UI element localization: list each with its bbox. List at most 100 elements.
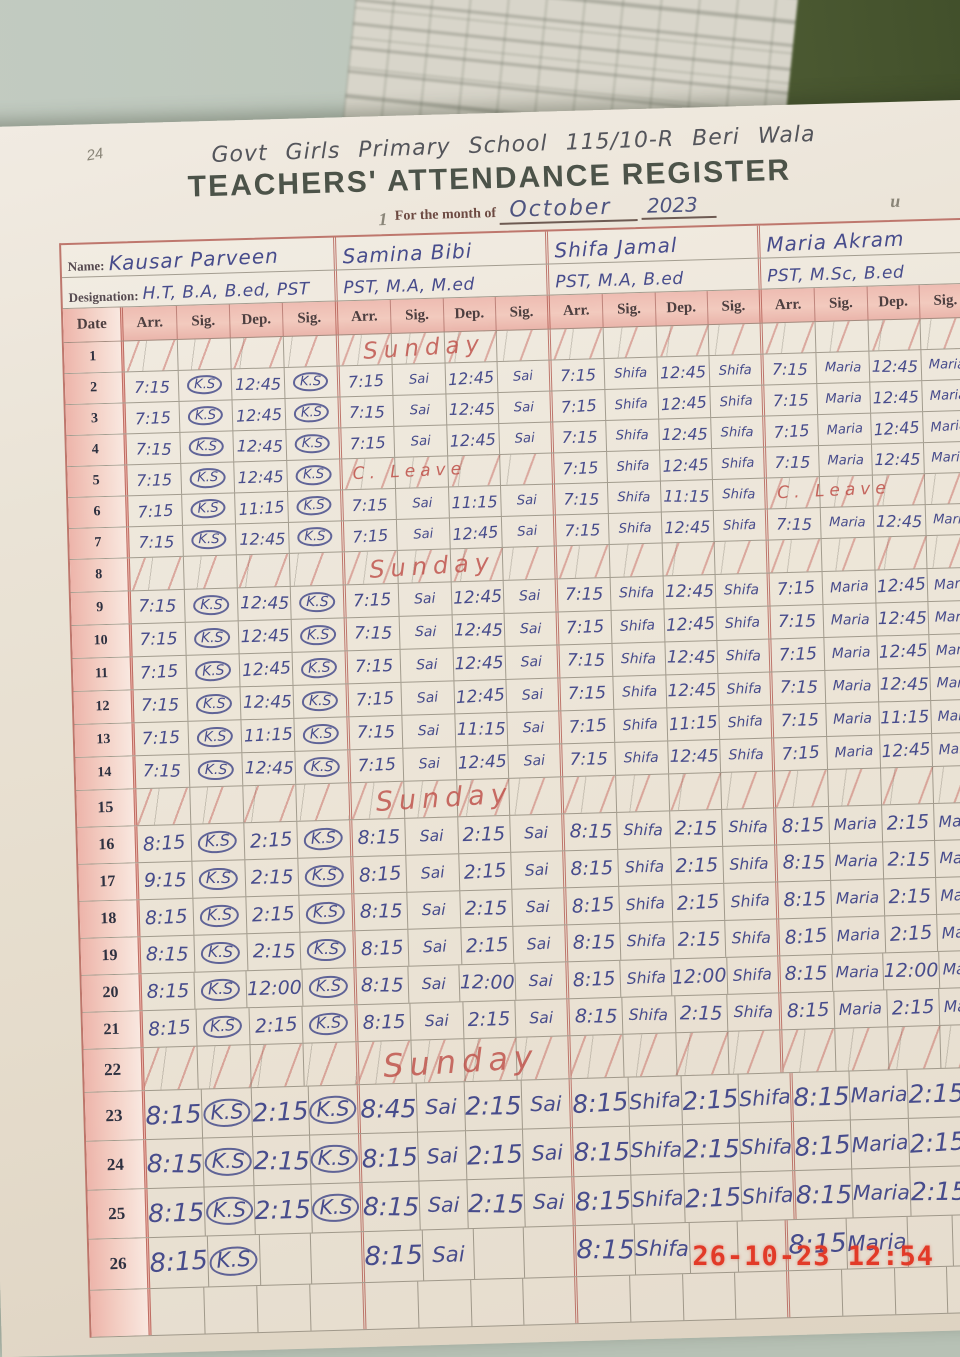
arrival-cell: 7:15 [552, 390, 605, 421]
signature-cell [919, 317, 960, 350]
handwritten-signature: Sai [412, 495, 433, 511]
arrival-cell: 8:15 [355, 930, 408, 967]
handwritten-signature: Maria [825, 420, 864, 438]
departure-cell: 2:15 [252, 1184, 312, 1235]
handwritten-signature: Sai [516, 492, 537, 509]
signature-cell [295, 783, 350, 821]
column-header-sig: Sig. [494, 295, 548, 331]
teacher-day-section: 8:15 Shifa 2:15 Shifa [566, 993, 780, 1036]
handwritten-signature: Sai [410, 433, 431, 450]
arrival-cell: 7:15 [773, 704, 826, 737]
handwritten-signature: Shifa [621, 683, 658, 701]
handwritten-signature: Shifa [628, 1087, 682, 1115]
signature-cell: Shifa [709, 385, 763, 418]
handwritten-signature: Shifa [738, 1084, 792, 1112]
departure-cell [867, 319, 921, 351]
signature-cell: K.S [297, 857, 352, 895]
teacher-day-section: 8:45 Sai 2:15 Sai [356, 1079, 570, 1134]
signature-cell: K.S [181, 493, 235, 525]
signature-cell [282, 335, 337, 367]
arrival-cell: 7:15 [553, 421, 606, 452]
arrival-cell: 8:15 [780, 955, 832, 992]
date-cell: 15 [76, 789, 138, 827]
handwritten-time: 12:45 [872, 386, 920, 408]
teacher-day-section: 8:15 Maria 2:15 Maria [773, 802, 960, 845]
arrival-cell: 8:15 [357, 1004, 410, 1041]
handwritten-time: 7:15 [355, 688, 395, 711]
teacher-day-section: 8:15 Maria 2:15 Maria [774, 839, 960, 882]
handwritten-time: 8:15 [793, 1128, 852, 1162]
departure-cell: 2:15 [671, 920, 725, 959]
arrival-cell [782, 1029, 835, 1072]
arrival-cell: 8:15 [779, 918, 832, 955]
signature-cell: Shifa [634, 1223, 690, 1275]
arrival-cell: 7:15 [558, 578, 611, 611]
teacher-day-section: 8:15 Shifa 2:15 Shifa [568, 1073, 792, 1128]
arrival-cell: 8:15 [141, 973, 194, 1010]
date-cell: 23 [84, 1091, 147, 1141]
teacher-name-cell: Shifa Jamal [544, 225, 758, 264]
teacher-day-section: 7:15 Sai 12:45 Sai [338, 422, 552, 459]
handwritten-time: 2:15 [908, 1077, 960, 1109]
teacher-day-section: 7:15 Maria 12:45 Maria [766, 567, 960, 606]
handwritten-signature: K.S [310, 1144, 359, 1173]
signature-cell [727, 1030, 781, 1074]
departure-cell: 2:15 [882, 878, 936, 916]
handwritten-time: 7:15 [779, 677, 819, 698]
handwritten-time: 8:15 [361, 1141, 419, 1174]
departure-cell: 12:45 [660, 511, 714, 543]
handwritten-signature: Sai [416, 689, 439, 707]
signature-cell: K.S [186, 687, 241, 721]
teacher-day-section [129, 552, 343, 591]
signature-cell: Maria [818, 444, 872, 477]
handwritten-signature: K.S [200, 978, 241, 1002]
teacher-designation-cell: PST, M.A, B.ed [545, 258, 759, 295]
signature-cell [417, 1280, 471, 1328]
teacher-day-section [553, 540, 767, 579]
departure-cell: 12:45 [664, 674, 718, 708]
signature-cell: K.S [296, 820, 351, 858]
signature-cell: Maria [826, 735, 880, 769]
handwritten-time: 8:15 [357, 862, 402, 887]
signature-cell: Sai [504, 645, 558, 679]
teacher-name-cell: Maria Akram [756, 219, 960, 258]
teacher-day-section: 7:15 Maria 11:15 Maria [770, 699, 960, 738]
teacher-designation: PST, M.Sc, B.ed [766, 262, 905, 287]
handwritten-time: 7:15 [351, 494, 388, 515]
departure-cell: 11:15 [659, 480, 713, 512]
handwritten-time: 12:45 [666, 647, 716, 668]
departure-cell: 12:45 [658, 449, 712, 481]
handwritten-signature: Maria [937, 811, 960, 832]
signature-cell: K.S [180, 462, 235, 494]
signature-cell: K.S [177, 369, 232, 401]
teacher-day-section: 7:15 K.S 12:45 K.S [133, 651, 346, 689]
handwritten-signature: Sai [519, 621, 542, 638]
signature-cell [302, 1042, 357, 1086]
teacher-day-section: 7:15 Shifa 12:45 Shifa [551, 447, 764, 484]
arrival-cell: 8:15 [795, 1169, 852, 1219]
handwritten-time: 8:15 [572, 931, 616, 954]
arrival-cell: 8:15 [793, 1071, 850, 1121]
handwritten-time: 8:15 [364, 1240, 424, 1273]
handwritten-time: 2:15 [683, 1181, 742, 1214]
arrival-cell: 7:15 [341, 427, 394, 458]
signature-cell: Shifa [711, 478, 765, 511]
arrival-cell: 7:15 [132, 623, 186, 656]
signature-cell: Sai [506, 711, 560, 745]
teacher-day-section: 7:15 Sai 12:45 Sai [337, 391, 551, 428]
handwritten-signature: Sai [526, 934, 552, 954]
handwritten-signature: Shifa [631, 1185, 685, 1213]
departure-cell: 2:15 [466, 1178, 525, 1229]
date-cell: 6 [68, 496, 129, 529]
handwritten-signature: Shifa [616, 458, 651, 475]
departure-cell: 12:45 [241, 751, 296, 786]
signature-cell: K.S [178, 400, 233, 432]
departure-cell [258, 1233, 311, 1286]
handwritten-time: 8:15 [570, 893, 615, 918]
handwritten-time: 12:45 [453, 620, 503, 641]
signature-cell: Sai [502, 579, 556, 613]
handwritten-signature: Shifa [625, 968, 666, 988]
departure-cell: 12:45 [872, 505, 926, 537]
departure-cell: 12:45 [874, 569, 928, 603]
handwritten-time: 2:15 [466, 1138, 524, 1171]
